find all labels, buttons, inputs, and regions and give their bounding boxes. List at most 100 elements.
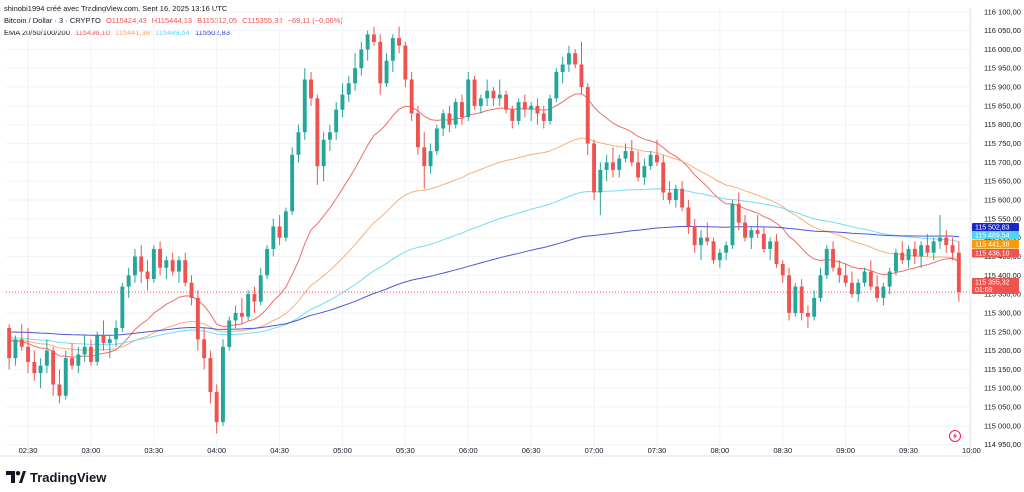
candle[interactable] <box>648 151 653 170</box>
candle[interactable] <box>485 79 490 106</box>
candle[interactable] <box>931 237 936 261</box>
candle[interactable] <box>868 260 873 291</box>
candle[interactable] <box>277 215 282 246</box>
ema-label[interactable]: EMA 20/50/100/200 <box>4 28 70 37</box>
candle[interactable] <box>239 297 244 325</box>
candle[interactable] <box>353 53 357 91</box>
candle[interactable] <box>478 94 483 114</box>
candle[interactable] <box>912 241 917 264</box>
candle[interactable] <box>585 83 590 155</box>
candle[interactable] <box>384 53 389 88</box>
candle[interactable] <box>82 335 87 362</box>
candle[interactable] <box>145 260 150 291</box>
candle[interactable] <box>195 290 200 351</box>
candle[interactable] <box>950 237 955 261</box>
candle[interactable] <box>560 56 565 84</box>
candle[interactable] <box>177 256 181 283</box>
candle[interactable] <box>824 245 829 280</box>
candle[interactable] <box>164 256 169 280</box>
candle[interactable] <box>409 72 414 121</box>
candle[interactable] <box>818 267 823 302</box>
candle[interactable] <box>76 346 81 374</box>
candle[interactable] <box>705 222 710 246</box>
candle[interactable] <box>686 200 691 234</box>
candle[interactable] <box>208 350 213 404</box>
candle[interactable] <box>227 316 232 351</box>
candle[interactable] <box>133 248 137 283</box>
candle[interactable] <box>183 252 188 287</box>
candle[interactable] <box>258 267 263 306</box>
candle[interactable] <box>793 282 798 317</box>
candle[interactable] <box>139 245 144 283</box>
candle[interactable] <box>70 343 74 370</box>
candle[interactable] <box>856 279 861 302</box>
candle[interactable] <box>89 339 93 366</box>
candle[interactable] <box>151 245 156 283</box>
candle[interactable] <box>711 237 716 264</box>
candle[interactable] <box>346 75 351 103</box>
candle[interactable] <box>692 218 697 253</box>
candle[interactable] <box>101 320 106 351</box>
candle[interactable] <box>887 267 892 295</box>
candle[interactable] <box>504 90 508 114</box>
candle[interactable] <box>535 98 540 125</box>
candle[interactable] <box>812 290 817 321</box>
candle[interactable] <box>466 72 471 121</box>
candle[interactable] <box>529 102 534 121</box>
candle[interactable] <box>472 75 477 110</box>
candle[interactable] <box>592 139 596 200</box>
candle[interactable] <box>768 237 773 261</box>
candle[interactable] <box>378 34 383 95</box>
candle[interactable] <box>170 252 175 276</box>
candle[interactable] <box>107 335 112 359</box>
candles[interactable] <box>7 26 961 434</box>
candle[interactable] <box>390 34 395 72</box>
candle[interactable] <box>894 248 898 276</box>
candle[interactable] <box>774 233 779 268</box>
candle[interactable] <box>510 105 515 129</box>
candle[interactable] <box>233 305 238 328</box>
candle[interactable] <box>120 282 125 332</box>
candle[interactable] <box>567 45 571 72</box>
candle[interactable] <box>32 350 37 381</box>
candle[interactable] <box>837 260 842 283</box>
candle[interactable] <box>881 282 886 306</box>
candle[interactable] <box>541 105 546 129</box>
candle[interactable] <box>221 339 225 426</box>
candle[interactable] <box>875 275 879 302</box>
candle[interactable] <box>680 181 685 212</box>
candle[interactable] <box>309 72 313 106</box>
candle[interactable] <box>919 241 924 268</box>
candle[interactable] <box>636 151 640 182</box>
candle[interactable] <box>63 350 68 400</box>
candle[interactable] <box>497 79 502 106</box>
candle[interactable] <box>780 260 785 283</box>
candle[interactable] <box>126 267 131 298</box>
candle[interactable] <box>19 324 24 351</box>
candle[interactable] <box>372 26 376 46</box>
candle[interactable] <box>26 328 30 374</box>
candle[interactable] <box>114 320 118 347</box>
candle[interactable] <box>661 154 666 200</box>
candle[interactable] <box>441 109 446 136</box>
candle[interactable] <box>416 105 420 155</box>
candle[interactable] <box>900 241 905 264</box>
candle[interactable] <box>724 241 729 261</box>
candle[interactable] <box>516 98 521 125</box>
candle[interactable] <box>214 384 219 434</box>
candle[interactable] <box>787 267 791 321</box>
candle[interactable] <box>831 241 835 272</box>
candle[interactable] <box>736 192 741 231</box>
candle[interactable] <box>252 286 257 313</box>
candle[interactable] <box>13 335 18 366</box>
candle[interactable] <box>57 369 62 404</box>
candle[interactable] <box>617 154 622 178</box>
candle[interactable] <box>290 147 295 216</box>
candle[interactable] <box>799 279 804 321</box>
candle[interactable] <box>667 181 672 204</box>
candle[interactable] <box>554 68 559 103</box>
candle[interactable] <box>271 218 276 257</box>
candle[interactable] <box>397 26 401 54</box>
candle[interactable] <box>340 83 345 118</box>
candle[interactable] <box>522 94 527 118</box>
